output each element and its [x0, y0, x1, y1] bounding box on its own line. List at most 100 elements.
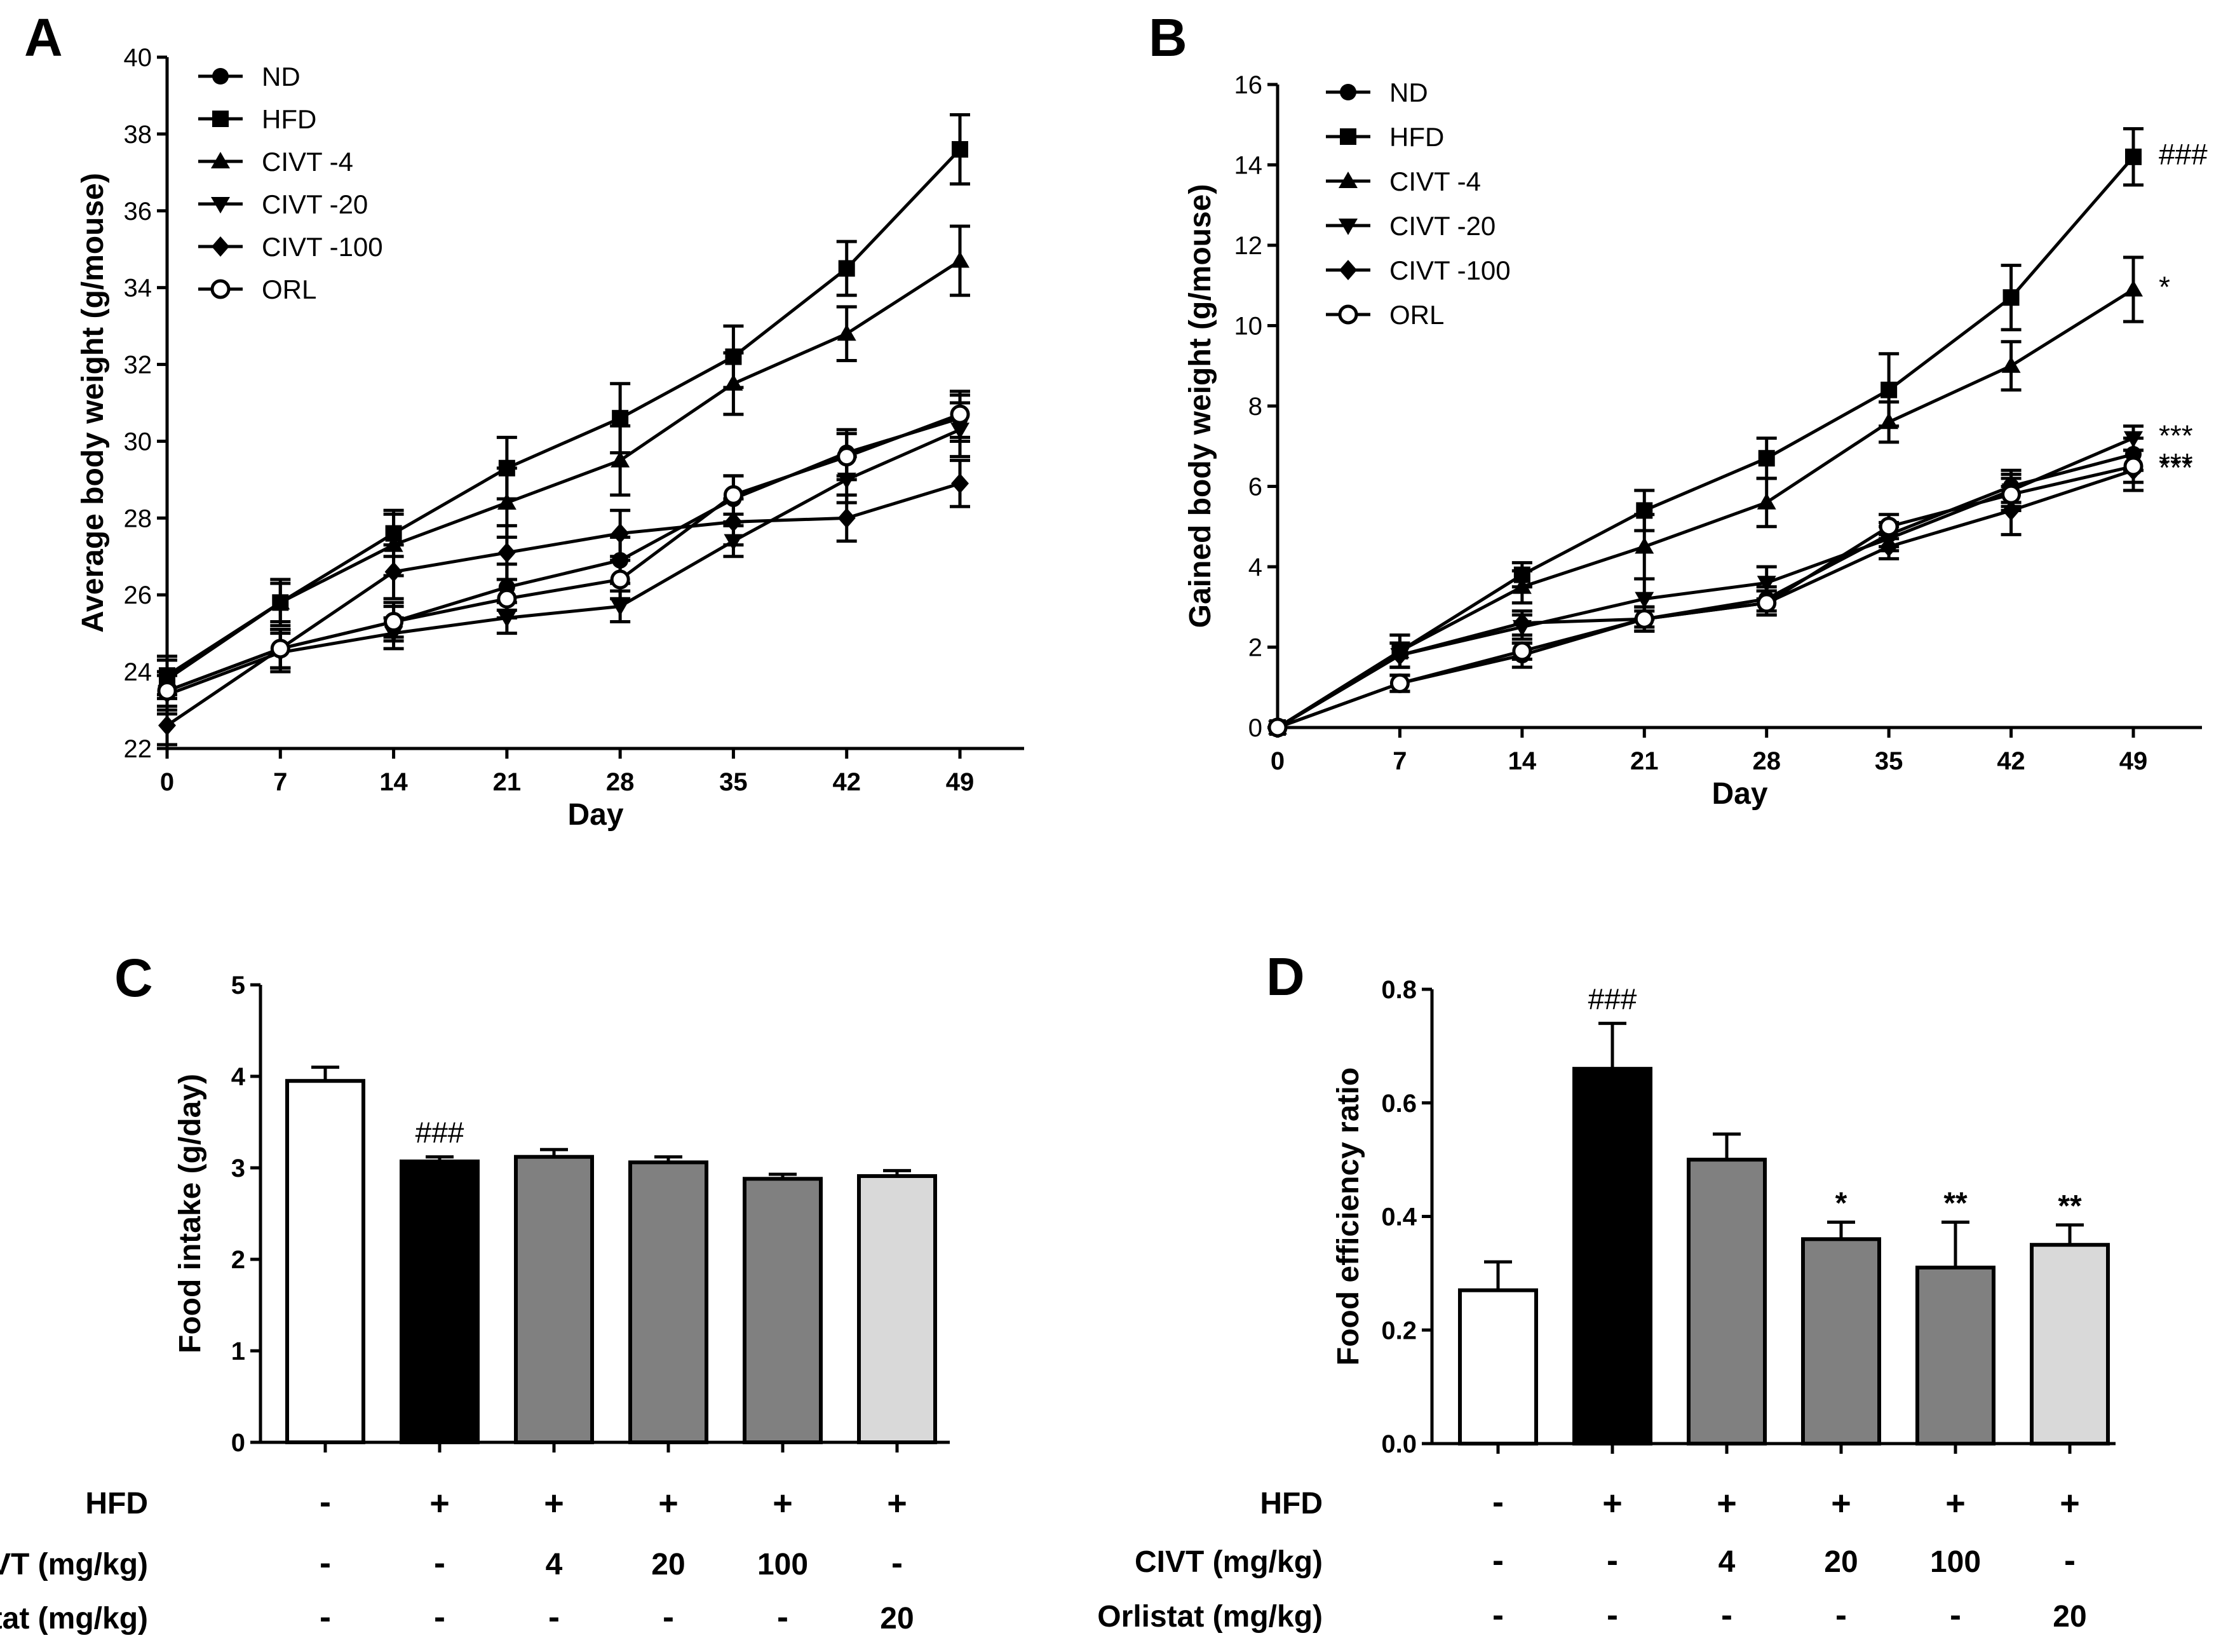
data-point [1512, 577, 1532, 594]
legend-label: HFD [1389, 122, 1444, 152]
y-tick-label: 22 [124, 735, 152, 763]
x-tick-label: 21 [1630, 747, 1659, 775]
condition-value: - [891, 1544, 903, 1582]
legend-marker [1339, 172, 1358, 188]
x-tick-label: 28 [606, 768, 635, 796]
data-point [611, 450, 630, 468]
significance-annotation: * [1835, 1186, 1847, 1220]
condition-value: - [1492, 1483, 1504, 1521]
y-tick-label: 3 [231, 1154, 245, 1182]
bar [743, 1177, 823, 1445]
legend-label: HFD [262, 104, 316, 134]
condition-value: - [1607, 1596, 1618, 1634]
significance-annotation: *** [2159, 451, 2193, 484]
bar [514, 1154, 594, 1444]
condition-value: - [2064, 1541, 2076, 1580]
condition-label: Orlistat (mg/kg) [0, 1602, 148, 1635]
y-tick-label: 6 [1248, 473, 1262, 501]
y-tick-label: 2 [1248, 634, 1262, 662]
condition-value: 4 [546, 1548, 563, 1581]
y-tick-label: 0.0 [1381, 1430, 1417, 1458]
data-point [497, 493, 517, 510]
legend-label: CIVT -20 [1389, 211, 1496, 241]
y-tick-label: 4 [1248, 553, 1262, 581]
significance-annotation: ** [1943, 1186, 1968, 1220]
condition-value: - [1492, 1541, 1504, 1580]
data-point [611, 523, 630, 544]
condition-value: + [2060, 1484, 2080, 1522]
y-tick-label: 4 [231, 1063, 246, 1091]
x-tick-label: 7 [1393, 747, 1407, 775]
bar [400, 1159, 480, 1445]
bar-group [1687, 1132, 1767, 1454]
condition-value: + [1717, 1484, 1737, 1522]
bar-group: * [1801, 1186, 1881, 1454]
data-point [1634, 609, 1654, 629]
significance-annotation: ### [415, 1116, 464, 1149]
series-line [166, 428, 961, 696]
condition-value: - [663, 1598, 674, 1636]
legend-marker [210, 279, 231, 299]
condition-table: HFD - + + + + + CIVT (mg/kg) - - 4 20 100 - Orlistat (… [1097, 1483, 2086, 1634]
data-point [950, 404, 970, 424]
legend-label: CIVT -4 [1389, 166, 1481, 196]
condition-value: - [320, 1483, 331, 1521]
data-point [2123, 456, 2144, 477]
data-point [838, 260, 855, 277]
data-point [952, 141, 968, 158]
y-tick-label: 0.6 [1381, 1090, 1417, 1118]
legend-marker [1339, 260, 1357, 280]
condition-value: + [887, 1484, 907, 1522]
data-point [1758, 450, 1775, 467]
y-tick-label: 24 [124, 658, 152, 686]
condition-value: - [1607, 1541, 1618, 1580]
series-orl [157, 389, 970, 712]
data-point [1880, 536, 1898, 557]
data-point [837, 447, 857, 467]
data-point [724, 511, 743, 532]
y-tick-label: 34 [124, 274, 152, 302]
legend-marker [211, 197, 230, 213]
y-tick-label: 2 [231, 1246, 245, 1274]
condition-value: + [544, 1484, 564, 1522]
y-tick-label: 0 [1248, 714, 1262, 742]
y-tick-label: 0 [231, 1429, 245, 1457]
y-tick-label: 32 [124, 351, 152, 379]
series-line [166, 148, 961, 677]
condition-value: - [1721, 1596, 1732, 1634]
legend-marker [1340, 128, 1356, 145]
y-axis-label: Gained body weight (g/mouse) [1184, 184, 1217, 628]
legend-label: ND [262, 62, 300, 91]
condition-value: - [548, 1598, 560, 1636]
data-point [1512, 641, 1532, 661]
series-line [1277, 464, 2134, 729]
legend-label: ORL [1389, 300, 1444, 330]
bar [285, 1079, 365, 1444]
bar-group [628, 1155, 708, 1452]
panel-letter: D [1266, 947, 1305, 1006]
bar-group [743, 1172, 823, 1452]
data-point [610, 569, 630, 590]
x-tick-label: 42 [1997, 747, 2025, 775]
condition-label: CIVT (mg/kg) [0, 1548, 148, 1581]
series-line [166, 412, 961, 693]
data-point [1879, 517, 1899, 537]
y-tick-label: 10 [1234, 313, 1263, 341]
data-point [2125, 148, 2142, 165]
bar-group: ### [400, 1116, 480, 1452]
y-tick-label: 1 [231, 1337, 245, 1365]
data-point [2001, 356, 2021, 373]
data-point [1757, 492, 1776, 510]
series-orl [1267, 449, 2144, 738]
data-point [611, 599, 630, 616]
x-tick-label: 35 [719, 768, 748, 796]
panel-c: C 0 1 2 3 4 5 Food intake (g/day) ### HFD - + + + + + CI… [0, 948, 950, 1636]
y-tick-label: 8 [1248, 393, 1262, 421]
y-axis-label: Food efficiency ratio [1332, 1067, 1365, 1365]
y-tick-label: 0.4 [1381, 1203, 1417, 1231]
legend-label: CIVT -100 [262, 232, 383, 262]
x-axis-label: Day [1712, 777, 1767, 811]
x-tick-label: 0 [160, 768, 174, 796]
panel-letter: B [1149, 8, 1187, 67]
series-line [1276, 156, 2135, 729]
